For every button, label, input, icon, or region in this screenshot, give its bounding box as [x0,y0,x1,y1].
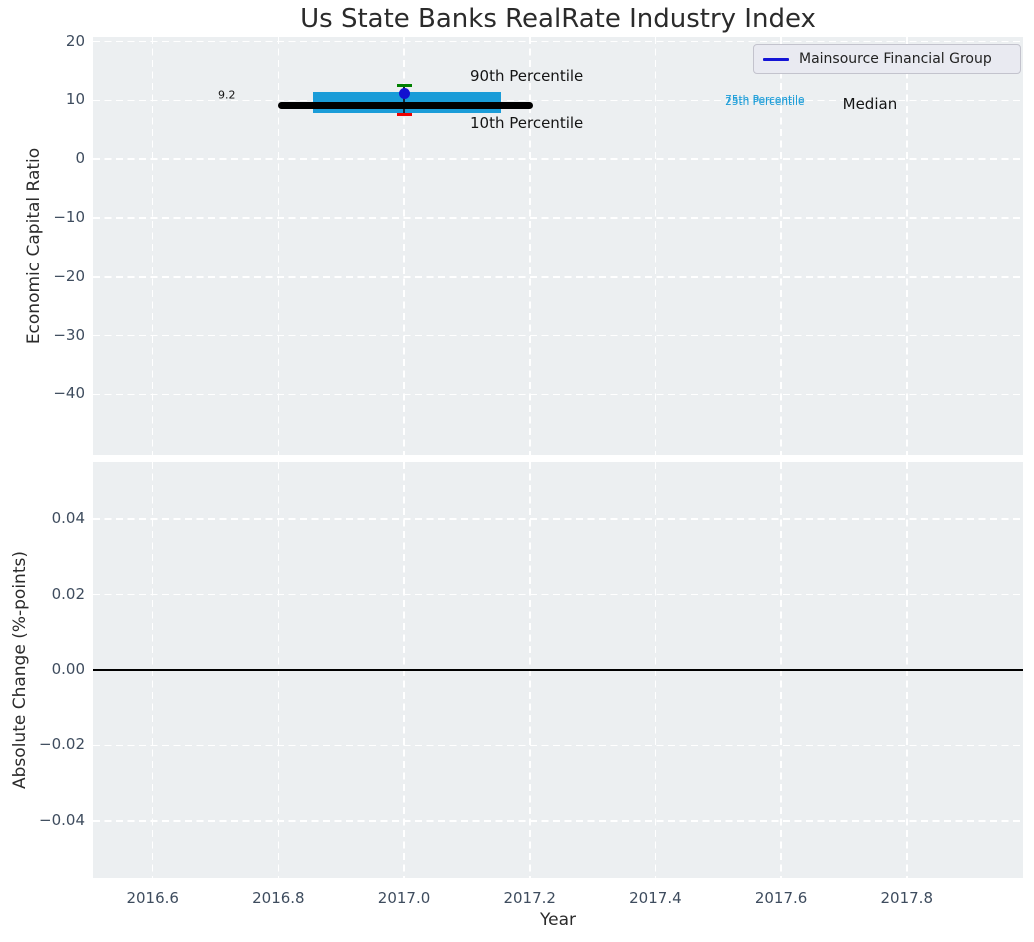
p10-cap [396,112,412,116]
annotation-75th-percentile: 75th Percentile [725,94,805,107]
gridline-vertical [528,37,531,455]
y-tick-label: 0 [75,149,85,168]
x-tick-label: 2017.2 [503,889,556,907]
p90-cap [396,84,412,88]
median-line [278,101,533,109]
x-axis-label: Year [540,910,576,930]
gridline-horizontal [93,518,1023,520]
y-tick-label: −20 [53,266,85,285]
gridline-horizontal [93,217,1023,219]
chart-title: Us State Banks RealRate Industry Index [300,4,816,34]
gridline-horizontal [93,40,1023,43]
gridline-horizontal [93,99,1023,102]
zero-line [93,669,1023,671]
legend: Mainsource Financial Group [753,44,1021,74]
y-tick-label: 20 [65,31,85,50]
y-tick-label: 0.02 [51,584,85,603]
y-tick-label: −30 [53,325,85,344]
gridline-horizontal [93,744,1023,747]
gridline-vertical [654,37,657,455]
annotation-9-2: 9.2 [218,88,236,102]
x-tick-label: 2017.0 [377,889,431,907]
gridline-horizontal [93,334,1023,337]
x-tick-label: 2016.8 [252,889,305,907]
y-tick-label: −0.04 [39,810,85,829]
gridline-horizontal [93,393,1023,396]
top-y-axis-label: Economic Capital Ratio [24,147,44,345]
y-tick-label: −10 [53,208,85,227]
annotation-25th-percentile: 25th Percentile [725,96,805,109]
gridline-horizontal [93,158,1023,161]
gridline-horizontal [93,593,1023,596]
annotation-median: Median [842,95,898,114]
x-tick-label: 2017.6 [754,889,808,907]
gridline-horizontal [93,820,1023,822]
x-tick-label: 2016.6 [126,889,179,907]
x-tick-label: 2017.4 [629,889,682,907]
top-axes [93,37,1023,455]
y-tick-label: 0.04 [51,509,85,527]
gridline-vertical [277,37,280,455]
legend-label: Mainsource Financial Group [799,51,992,67]
gridline-vertical [905,37,908,455]
y-tick-label: 0.00 [51,660,85,678]
bottom-axes [93,462,1023,878]
gridline-vertical [151,37,154,455]
annotation-10th-percentile: 10th Percentile [470,114,584,133]
company-point [398,87,410,99]
legend-line-icon [763,57,789,61]
gridline-vertical [403,37,405,455]
gridline-horizontal [93,276,1023,278]
y-tick-label: −0.02 [39,735,85,754]
y-tick-label: −40 [53,384,85,403]
gridline-vertical [780,37,782,455]
x-tick-label: 2017.8 [880,889,934,907]
whisker-line [403,85,405,114]
y-tick-label: 10 [65,90,85,109]
annotation-90th-percentile: 90th Percentile [470,67,584,86]
